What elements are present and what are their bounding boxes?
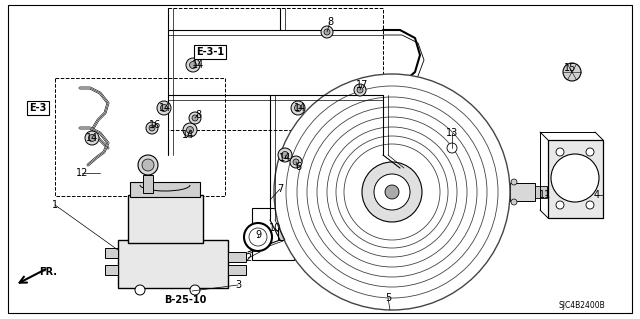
Bar (130, 182, 200, 197)
Circle shape (157, 101, 171, 115)
Text: 12: 12 (76, 168, 88, 178)
Circle shape (556, 201, 564, 209)
Circle shape (278, 148, 292, 162)
Text: 3: 3 (235, 280, 241, 290)
Circle shape (586, 201, 594, 209)
Circle shape (294, 105, 301, 112)
Bar (168, 8, 383, 130)
Circle shape (189, 62, 196, 69)
Circle shape (135, 285, 145, 295)
Bar (228, 252, 246, 262)
Circle shape (149, 125, 155, 131)
Text: 7: 7 (277, 184, 283, 194)
Circle shape (297, 97, 487, 287)
Text: 17: 17 (356, 80, 368, 90)
Text: 4: 4 (594, 190, 600, 200)
Text: 5: 5 (385, 293, 391, 303)
Text: 14: 14 (294, 103, 306, 113)
Circle shape (189, 112, 201, 124)
Circle shape (336, 136, 448, 248)
Circle shape (88, 135, 95, 142)
Bar (143, 175, 153, 193)
Circle shape (511, 199, 517, 205)
Circle shape (307, 107, 477, 277)
Circle shape (447, 143, 457, 153)
Circle shape (249, 228, 267, 246)
Circle shape (138, 155, 158, 175)
Bar (105, 248, 118, 258)
Circle shape (344, 144, 440, 240)
Circle shape (146, 122, 158, 134)
Text: 2: 2 (245, 253, 251, 263)
Bar (228, 265, 246, 275)
Circle shape (354, 84, 366, 96)
Circle shape (556, 148, 564, 156)
Text: FR.: FR. (39, 267, 57, 277)
Circle shape (551, 154, 599, 202)
Text: 8: 8 (195, 110, 201, 120)
Circle shape (293, 159, 299, 165)
Bar (105, 265, 118, 275)
Text: 10: 10 (269, 223, 281, 233)
Text: B-25-10: B-25-10 (164, 295, 206, 305)
Text: E-3-1: E-3-1 (196, 47, 224, 57)
Circle shape (190, 285, 200, 295)
Text: 14: 14 (159, 103, 171, 113)
Circle shape (291, 101, 305, 115)
Circle shape (374, 174, 410, 210)
Circle shape (362, 162, 422, 222)
Text: 14: 14 (86, 133, 98, 143)
Circle shape (286, 86, 498, 298)
Circle shape (563, 63, 581, 81)
Bar (278, 228, 296, 240)
Circle shape (586, 148, 594, 156)
Text: 14: 14 (182, 130, 194, 140)
Circle shape (290, 156, 302, 168)
Circle shape (511, 179, 517, 185)
Text: E-3: E-3 (29, 103, 47, 113)
Text: 8: 8 (327, 17, 333, 27)
Circle shape (186, 127, 193, 133)
Text: 11: 11 (539, 190, 551, 200)
Bar (535, 186, 547, 198)
Bar (128, 195, 203, 243)
Text: 16: 16 (149, 120, 161, 130)
Text: 1: 1 (52, 200, 58, 210)
Circle shape (244, 223, 272, 251)
Bar (252, 208, 294, 260)
Circle shape (142, 159, 154, 171)
Text: 14: 14 (192, 60, 204, 70)
Circle shape (183, 123, 197, 137)
Circle shape (357, 87, 363, 93)
Text: 9: 9 (255, 230, 261, 240)
Bar (118, 240, 228, 288)
Circle shape (282, 152, 289, 159)
Circle shape (385, 185, 399, 199)
Circle shape (186, 58, 200, 72)
Circle shape (321, 26, 333, 38)
Text: 14: 14 (279, 153, 291, 163)
Bar (450, 150, 455, 185)
Text: 13: 13 (446, 128, 458, 138)
Circle shape (192, 115, 198, 121)
Text: SJC4B2400B: SJC4B2400B (558, 301, 605, 310)
Text: 15: 15 (564, 63, 576, 73)
Circle shape (161, 105, 168, 112)
Text: 6: 6 (295, 162, 301, 172)
Circle shape (85, 131, 99, 145)
Circle shape (274, 74, 510, 310)
Circle shape (327, 127, 457, 257)
Circle shape (317, 117, 467, 267)
Bar (548, 140, 603, 218)
Bar (510, 183, 535, 201)
Bar (55, 78, 225, 196)
Circle shape (324, 29, 330, 35)
